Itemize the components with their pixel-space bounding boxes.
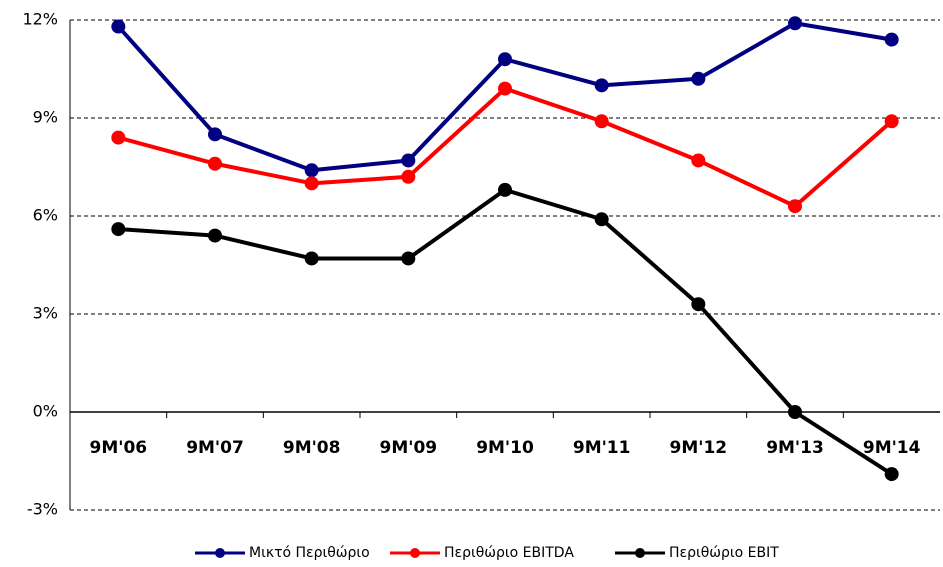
- data-point: [884, 467, 899, 482]
- data-point: [498, 182, 512, 197]
- legend-marker: [215, 548, 225, 558]
- data-point: [788, 405, 802, 419]
- data-point: [594, 78, 609, 93]
- legend-marker: [410, 548, 420, 558]
- data-point: [111, 19, 126, 34]
- y-tick-label: -3%: [27, 500, 58, 519]
- y-tick-label: 0%: [33, 402, 58, 421]
- x-tick-label: 9M'10: [476, 438, 534, 458]
- series-line: [116, 21, 893, 173]
- data-point: [111, 222, 126, 237]
- data-point: [401, 251, 416, 266]
- y-tick-label: 9%: [33, 108, 58, 127]
- data-point: [884, 114, 899, 129]
- legend-label: Περιθώριο EBITDA: [444, 545, 574, 561]
- data-point: [111, 130, 126, 145]
- x-tick-label: 9M'08: [283, 438, 341, 458]
- data-point: [594, 114, 609, 129]
- data-point: [208, 156, 222, 171]
- data-point: [304, 176, 319, 191]
- data-point: [691, 153, 706, 168]
- data-point: [208, 127, 222, 142]
- x-tick-label: 9M'06: [90, 438, 148, 458]
- data-point: [884, 32, 899, 47]
- legend-label: Μικτό Περιθώριο: [249, 545, 370, 561]
- x-tick-label: 9M'07: [186, 438, 244, 458]
- x-tick-label: 9M'13: [766, 438, 824, 458]
- data-point: [304, 163, 319, 178]
- data-point: [401, 153, 416, 168]
- x-tick-label: 9M'09: [380, 438, 438, 458]
- data-point: [788, 16, 802, 31]
- y-tick-label: 3%: [33, 304, 58, 323]
- data-point: [401, 169, 416, 184]
- x-tick-label: 9M'14: [863, 438, 921, 458]
- data-point: [304, 251, 319, 266]
- data-point: [208, 228, 222, 243]
- data-point: [594, 212, 609, 227]
- x-tick-label: 9M'11: [573, 438, 631, 458]
- x-tick-label: 9M'12: [670, 438, 728, 458]
- legend-label: Περιθώριο EBIT: [669, 545, 779, 561]
- data-point: [498, 52, 512, 67]
- data-point: [691, 71, 706, 86]
- y-tick-label: 6%: [33, 206, 58, 225]
- series-line: [118, 187, 893, 476]
- data-point: [691, 297, 706, 312]
- data-point: [498, 81, 512, 96]
- data-point: [788, 199, 802, 214]
- legend-marker: [635, 548, 645, 558]
- y-tick-label: 12%: [22, 10, 58, 29]
